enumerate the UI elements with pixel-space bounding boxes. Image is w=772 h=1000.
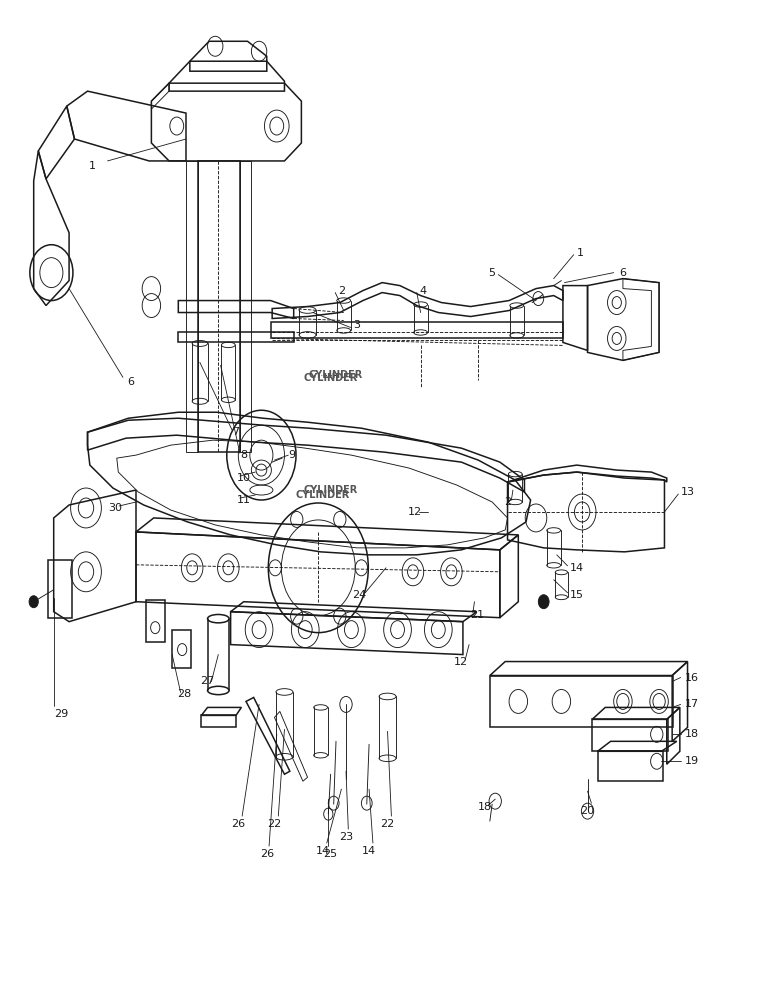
Text: CYLINDER: CYLINDER xyxy=(303,485,357,495)
Text: 2: 2 xyxy=(504,497,511,507)
Bar xyxy=(598,751,663,781)
Text: 24: 24 xyxy=(352,590,366,600)
Text: 22: 22 xyxy=(267,819,282,829)
Text: 4: 4 xyxy=(419,286,426,296)
Bar xyxy=(48,560,72,618)
Bar xyxy=(146,600,165,642)
Text: 2: 2 xyxy=(338,286,345,296)
Text: 11: 11 xyxy=(237,495,251,505)
Text: CYLINDER: CYLINDER xyxy=(303,373,357,383)
Text: 26: 26 xyxy=(259,849,274,859)
Text: 12: 12 xyxy=(408,507,422,517)
Text: 22: 22 xyxy=(381,819,394,829)
Text: CYLINDER: CYLINDER xyxy=(296,490,350,500)
Bar xyxy=(172,630,191,668)
Text: 18: 18 xyxy=(685,729,699,739)
Text: 30: 30 xyxy=(108,503,122,513)
Text: 21: 21 xyxy=(469,610,484,620)
Text: 6: 6 xyxy=(127,377,134,387)
Text: 15: 15 xyxy=(570,590,584,600)
Text: 16: 16 xyxy=(686,673,699,683)
Text: 18: 18 xyxy=(477,802,492,812)
Text: 12: 12 xyxy=(454,657,469,667)
Text: 23: 23 xyxy=(339,832,353,842)
Text: 5: 5 xyxy=(489,268,496,278)
Circle shape xyxy=(29,596,39,608)
Text: 19: 19 xyxy=(685,756,699,766)
Text: 6: 6 xyxy=(619,268,626,278)
Circle shape xyxy=(538,595,549,609)
Text: 27: 27 xyxy=(201,676,215,686)
Text: 10: 10 xyxy=(237,473,251,483)
Text: 25: 25 xyxy=(323,849,337,859)
Text: 17: 17 xyxy=(685,699,699,709)
Text: 26: 26 xyxy=(232,819,245,829)
Bar xyxy=(201,715,236,727)
Text: 14: 14 xyxy=(362,846,376,856)
Bar xyxy=(490,676,673,727)
Text: 20: 20 xyxy=(581,806,594,816)
Text: 7: 7 xyxy=(232,427,239,437)
Text: 8: 8 xyxy=(240,450,247,460)
Text: 9: 9 xyxy=(289,450,296,460)
Text: 3: 3 xyxy=(354,320,361,330)
Text: 14: 14 xyxy=(316,846,330,856)
Bar xyxy=(592,719,668,751)
Text: 14: 14 xyxy=(570,563,584,573)
Text: 13: 13 xyxy=(681,487,695,497)
Text: 29: 29 xyxy=(54,709,69,719)
Text: 28: 28 xyxy=(178,689,191,699)
Text: CYLINDER: CYLINDER xyxy=(309,370,363,380)
Text: 1: 1 xyxy=(577,248,584,258)
Text: 1: 1 xyxy=(89,161,96,171)
